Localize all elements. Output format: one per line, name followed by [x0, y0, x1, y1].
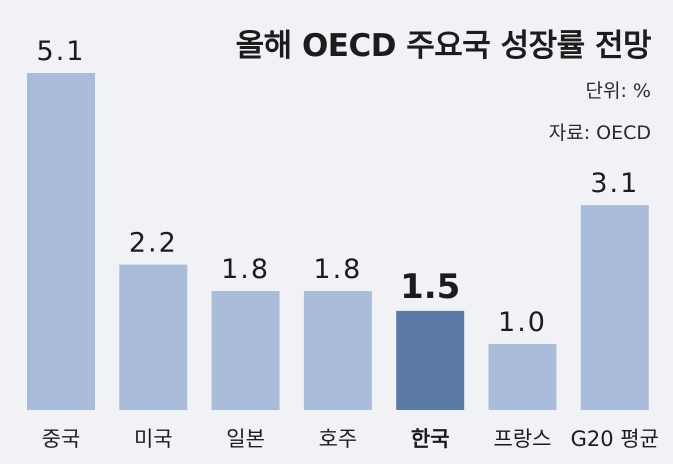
bar-5 — [488, 343, 557, 410]
unit-label: 단위: % — [585, 80, 651, 102]
bar-0 — [27, 73, 95, 410]
source-label: 자료: OECD — [548, 122, 651, 144]
value-label-3: 1.8 — [313, 254, 362, 285]
category-label-3: 호주 — [319, 427, 358, 451]
value-label-0: 5.1 — [37, 36, 86, 67]
category-label-5: 프랑스 — [494, 427, 552, 451]
category-label-1: 미국 — [134, 427, 173, 451]
category-label-2: 일본 — [226, 427, 265, 451]
value-label-5: 1.0 — [498, 307, 547, 338]
bar-3 — [303, 291, 372, 410]
chart-title: 올해 OECD 주요국 성장률 전망 — [235, 28, 652, 64]
value-label-6: 3.1 — [590, 168, 639, 199]
category-label-4: 한국 — [411, 427, 450, 451]
bar-2 — [211, 291, 280, 410]
category-label-0: 중국 — [42, 427, 81, 451]
value-label-4: 1.5 — [400, 267, 460, 307]
bar-1 — [119, 264, 188, 410]
value-label-1: 2.2 — [129, 228, 178, 259]
bar-6 — [580, 205, 649, 410]
bar-4 — [396, 310, 465, 410]
value-label-2: 1.8 — [221, 254, 270, 285]
category-label-6: G20 평균 — [571, 427, 659, 451]
